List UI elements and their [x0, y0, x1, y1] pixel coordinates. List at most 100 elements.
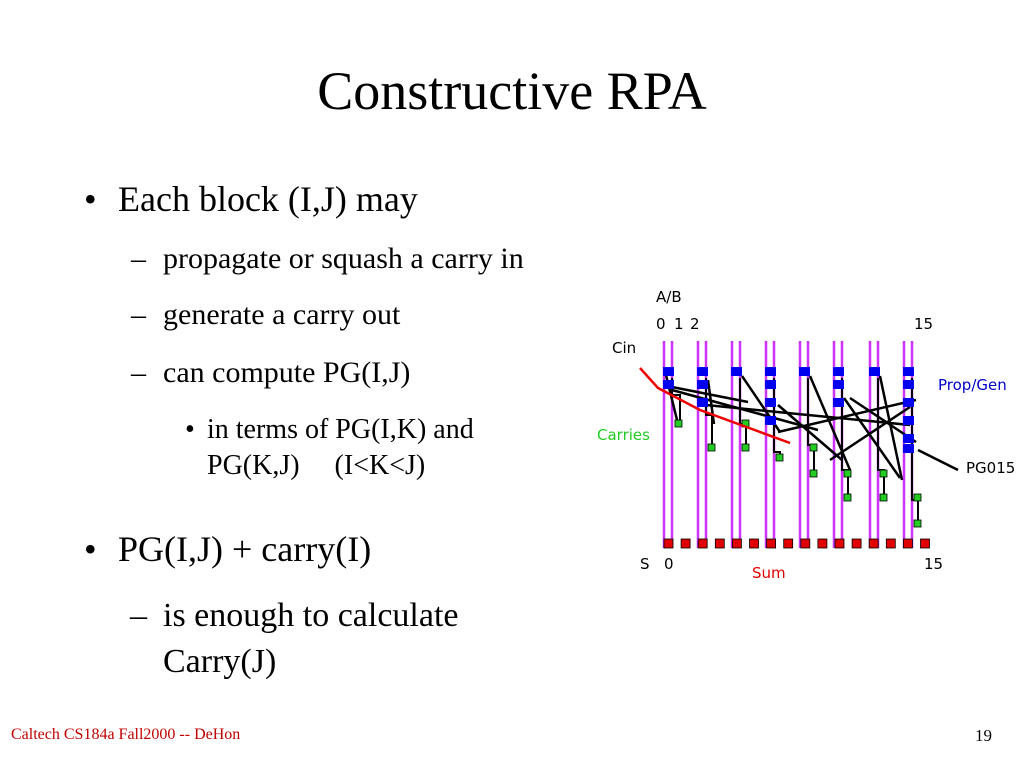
prop-gen-block	[697, 380, 708, 389]
prop-gen-block	[869, 367, 880, 376]
prop-gen-block	[765, 380, 776, 389]
sub-sub-bullet-line-2: PG(K,J) (I<K<J)	[207, 450, 426, 481]
prop-gen-block	[731, 367, 742, 376]
prop-gen-block	[903, 416, 914, 425]
pg-blocks	[663, 367, 914, 453]
bit-index-1-label: 1	[674, 315, 684, 333]
bit-index-15-label: 15	[914, 315, 933, 333]
sum-block	[783, 538, 794, 549]
dash-marker: –	[130, 597, 147, 634]
connection-line	[777, 398, 917, 434]
carry-block	[879, 493, 888, 502]
carry-path-curve	[639, 367, 791, 445]
sum-block	[800, 538, 811, 549]
rpa-adder-diagram: A/B 0 1 2 15 Cin Prop/Gen Carries PG015 …	[598, 288, 1015, 582]
bullet-text: PG(I,J) + carry(I)	[118, 529, 372, 569]
prop-gen-block	[799, 367, 810, 376]
carry-block	[809, 443, 818, 452]
carry-block	[913, 519, 922, 528]
sub-bullet-text: can compute PG(I,J)	[163, 356, 411, 389]
sub-bullet-propagate: – propagate or squash a carry in	[131, 240, 524, 278]
prop-gen-label: Prop/Gen	[938, 376, 1007, 394]
prop-gen-block	[765, 398, 776, 407]
sum-block	[834, 538, 845, 549]
dash-marker: –	[131, 242, 146, 275]
bullet-each-block: • Each block (I,J) may	[84, 178, 418, 220]
sum-block	[749, 538, 759, 549]
sum-block	[680, 538, 691, 549]
slide-title: Constructive RPA	[317, 61, 707, 121]
sub-bullet-compute: – can compute PG(I,J)	[131, 354, 411, 392]
pg015-output-line	[917, 448, 959, 472]
sum-index-0-label: 0	[664, 555, 674, 573]
prop-gen-block	[833, 398, 844, 407]
cin-label: Cin	[612, 339, 636, 357]
connection-line	[829, 405, 911, 462]
sum-block	[851, 538, 862, 549]
sum-block	[868, 538, 879, 549]
sum-label: Sum	[752, 564, 786, 582]
sum-block	[714, 538, 725, 549]
s-label: S	[640, 555, 650, 573]
sub-bullet-line-1: is enough to calculate	[163, 597, 459, 634]
sum-block	[920, 538, 930, 549]
carry-block	[843, 469, 852, 478]
sub-sub-bullet-line-1: in terms of PG(I,K) and	[207, 414, 474, 445]
dash-marker: –	[131, 356, 146, 389]
dash-marker: –	[131, 298, 146, 331]
carry-block	[775, 453, 784, 462]
sub-bullet-line-2: Carry(J)	[163, 643, 277, 680]
sum-blocks	[663, 538, 930, 549]
footer-course-label: Caltech CS184a Fall2000 -- DeHon	[11, 726, 241, 743]
sum-block	[903, 538, 913, 549]
bullet-text: Each block (I,J) may	[118, 179, 418, 219]
carry-step-line	[705, 378, 713, 448]
sum-block	[817, 538, 828, 549]
sum-block	[697, 538, 708, 549]
ab-label: A/B	[656, 288, 682, 306]
sub-sub-bullet-terms: • in terms of PG(I,K) and PG(K,J) (I<K<J…	[185, 412, 474, 484]
carry-block	[809, 469, 818, 478]
connection-line	[842, 397, 902, 479]
bullet-pg-carry: • PG(I,J) + carry(I)	[84, 528, 372, 570]
prop-gen-block	[765, 367, 776, 376]
prop-gen-block	[663, 367, 674, 376]
bit-index-2-label: 2	[690, 315, 700, 333]
carry-block	[913, 493, 922, 502]
prop-gen-block	[663, 380, 674, 389]
prop-gen-block	[765, 416, 776, 425]
sum-index-15-label: 15	[924, 555, 943, 573]
sub-bullet-text: propagate or squash a carry in	[163, 242, 524, 275]
prop-gen-block	[903, 444, 914, 453]
sum-block	[885, 538, 896, 549]
prop-gen-block	[903, 434, 914, 443]
sum-block	[732, 538, 742, 549]
carry-block	[741, 443, 750, 452]
bullet-dot-icon: •	[84, 529, 97, 569]
pg015-label: PG015	[966, 459, 1015, 477]
prop-gen-block	[833, 367, 844, 376]
bullet-dot-icon: •	[84, 179, 97, 219]
carries-label: Carries	[598, 426, 650, 444]
sum-block	[663, 538, 674, 549]
carry-blocks	[674, 419, 922, 528]
connection-line	[808, 375, 852, 471]
sub-bullet-generate: – generate a carry out	[131, 296, 400, 334]
carry-block	[879, 469, 888, 478]
prop-gen-block	[903, 398, 914, 407]
sum-block	[766, 538, 776, 549]
carry-block	[674, 419, 683, 428]
connection-line	[878, 375, 904, 481]
sub-bullet-enough: – is enough to calculate Carry(J)	[130, 593, 459, 685]
small-dot-icon: •	[185, 414, 195, 445]
page-number: 19	[975, 726, 992, 745]
bit-index-0-label: 0	[656, 315, 666, 333]
prop-gen-block	[903, 367, 914, 376]
carry-block	[843, 493, 852, 502]
carry-block	[707, 443, 716, 452]
prop-gen-block	[697, 367, 708, 376]
prop-gen-block	[833, 380, 844, 389]
prop-gen-block	[697, 398, 708, 407]
prop-gen-block	[903, 380, 914, 389]
pg-connection-lines	[664, 374, 959, 481]
